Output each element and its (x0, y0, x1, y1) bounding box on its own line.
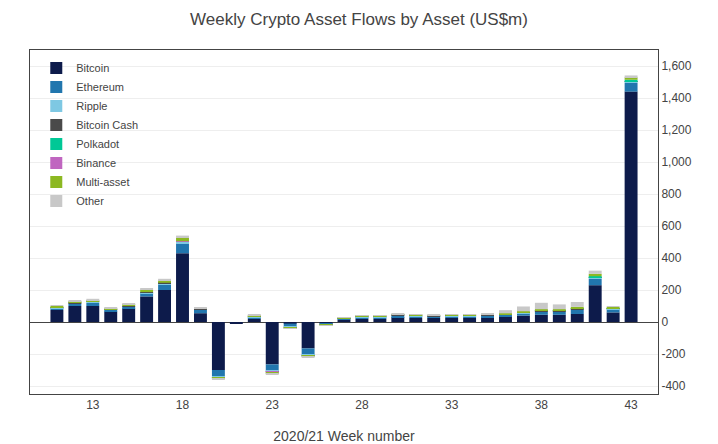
svg-text:400: 400 (661, 251, 681, 265)
svg-text:43: 43 (624, 398, 638, 412)
svg-text:0: 0 (661, 315, 668, 329)
svg-text:Ripple: Ripple (76, 100, 107, 112)
svg-text:38: 38 (535, 398, 549, 412)
svg-text:Weekly Crypto Asset Flows by A: Weekly Crypto Asset Flows by Asset (US$m… (190, 10, 528, 29)
svg-text:Bitcoin: Bitcoin (76, 62, 109, 74)
svg-text:2020/21 Week number: 2020/21 Week number (273, 428, 415, 444)
svg-text:800: 800 (661, 187, 681, 201)
svg-text:1,600: 1,600 (661, 59, 691, 73)
svg-text:Ethereum: Ethereum (76, 81, 124, 93)
svg-text:200: 200 (661, 283, 681, 297)
svg-text:Bitcoin Cash: Bitcoin Cash (76, 119, 138, 131)
svg-text:-400: -400 (661, 379, 685, 393)
svg-text:18: 18 (176, 398, 190, 412)
svg-text:Binance: Binance (76, 157, 116, 169)
svg-text:23: 23 (266, 398, 280, 412)
svg-text:Polkadot: Polkadot (76, 138, 119, 150)
svg-text:Other: Other (76, 195, 104, 207)
svg-text:600: 600 (661, 219, 681, 233)
svg-text:13: 13 (86, 398, 100, 412)
svg-text:33: 33 (445, 398, 459, 412)
svg-text:1,200: 1,200 (661, 123, 691, 137)
svg-text:28: 28 (355, 398, 369, 412)
svg-text:-200: -200 (661, 347, 685, 361)
svg-text:Multi-asset: Multi-asset (76, 176, 129, 188)
svg-text:1,400: 1,400 (661, 91, 691, 105)
svg-text:1,000: 1,000 (661, 155, 691, 169)
